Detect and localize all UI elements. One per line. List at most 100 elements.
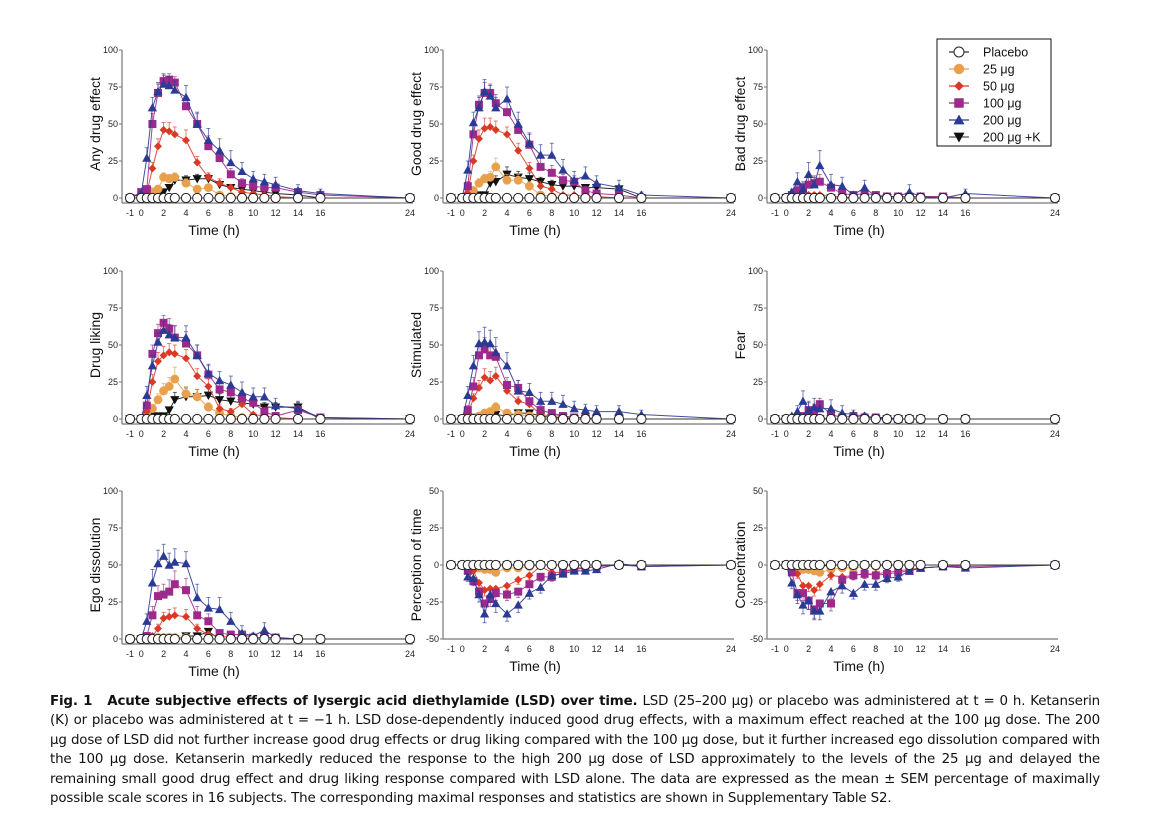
legend-entry-d200: 200 μg (949, 114, 1022, 128)
x-tick-label: 4 (183, 429, 188, 439)
data-point (636, 192, 647, 204)
y-axis-title: Any drug effect (87, 77, 103, 171)
x-tick-label: 12 (592, 644, 602, 654)
data-point (514, 397, 523, 406)
data-point (503, 130, 511, 139)
y-tick-label: 50 (429, 340, 439, 350)
data-point (165, 348, 174, 357)
data-point (142, 153, 152, 162)
data-point (893, 559, 904, 571)
data-point (769, 192, 781, 204)
x-tick-label: 10 (569, 208, 579, 218)
data-point (809, 402, 819, 411)
x-tick-label: 8 (228, 429, 233, 439)
data-point (203, 135, 214, 144)
x-tick-label: 6 (206, 208, 211, 218)
series-line (130, 329, 411, 420)
legend-label: Placebo (983, 46, 1028, 60)
data-point (148, 611, 157, 620)
data-point (569, 175, 579, 184)
y-tick-label: 75 (108, 82, 118, 92)
data-point (180, 413, 192, 425)
data-point (535, 413, 546, 425)
series-placebo (124, 633, 416, 645)
x-tick-label: 16 (636, 429, 646, 439)
data-point (463, 566, 472, 575)
data-point (614, 183, 624, 192)
data-point (260, 407, 269, 416)
data-point (915, 413, 926, 425)
data-point (153, 337, 163, 346)
data-point (837, 413, 848, 425)
data-point (192, 392, 202, 402)
data-point (546, 559, 557, 571)
data-point (725, 559, 737, 571)
x-tick-label: 16 (636, 644, 646, 654)
series-placebo (445, 413, 737, 425)
data-point (259, 625, 270, 634)
data-point (469, 382, 478, 391)
data-point (525, 571, 534, 580)
data-point (636, 413, 647, 425)
y-tick-label: 0 (758, 560, 763, 570)
x-tick-label: 0 (460, 429, 465, 439)
y-tick-label: 75 (429, 82, 439, 92)
x-tick-label: 10 (893, 429, 903, 439)
data-point (192, 175, 202, 184)
data-point (769, 413, 781, 425)
x-tick-label: 10 (893, 208, 903, 218)
x-tick-label: 10 (569, 644, 579, 654)
data-point (837, 181, 847, 190)
data-point (557, 192, 569, 204)
data-point (580, 171, 591, 180)
x-tick-label: 6 (206, 429, 211, 439)
legend-entry-d25: 25 μg (949, 63, 1015, 77)
y-tick-label: -50 (750, 634, 763, 644)
data-point (193, 158, 202, 167)
data-point (501, 192, 513, 204)
x-tick-label: 2 (161, 208, 166, 218)
x-tick-label: 6 (851, 429, 856, 439)
x-tick-label: -1 (126, 429, 134, 439)
data-point (502, 609, 512, 618)
data-point (848, 559, 859, 571)
data-point (486, 122, 495, 131)
data-point (259, 413, 270, 425)
data-point (158, 551, 169, 560)
data-point (463, 182, 472, 191)
data-point (248, 413, 259, 425)
y-tick-label: 25 (429, 523, 439, 533)
data-point (859, 559, 870, 571)
y-tick-label: 100 (748, 266, 763, 276)
data-point (180, 633, 192, 645)
legend-entry-d200k: 200 μg +K (949, 131, 1041, 145)
data-point (787, 568, 796, 577)
data-point (153, 558, 163, 568)
data-point (815, 606, 825, 615)
data-point (225, 633, 236, 645)
x-tick-label: 24 (726, 644, 736, 654)
data-point (204, 617, 213, 626)
data-point (203, 192, 214, 204)
data-point (859, 413, 870, 425)
data-point (547, 185, 556, 194)
data-point (815, 599, 824, 608)
x-axis-title: Time (h) (509, 658, 561, 674)
data-point (203, 391, 214, 400)
x-tick-label: 8 (549, 208, 554, 218)
data-point (525, 164, 534, 173)
data-point (463, 572, 473, 581)
data-point (793, 186, 802, 195)
data-point (226, 616, 236, 625)
x-tick-label: 8 (228, 649, 233, 659)
y-tick-label: 0 (113, 414, 118, 424)
data-point (181, 558, 191, 568)
data-point (881, 559, 893, 571)
x-tick-label: 14 (938, 644, 948, 654)
data-point (503, 590, 511, 599)
data-point (147, 103, 158, 112)
data-point (535, 559, 546, 571)
data-point (214, 633, 225, 645)
data-point (485, 589, 495, 599)
